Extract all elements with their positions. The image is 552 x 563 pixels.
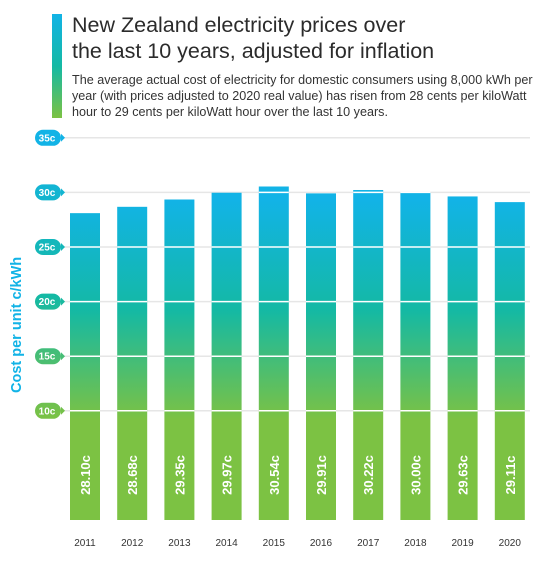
x-axis-labels: 2011 2012 2013 2014 2015 2016 2017 2018 2019 2020 bbox=[74, 538, 521, 549]
bar-2019: 29.63c bbox=[447, 196, 478, 520]
x-tick-label: 2014 bbox=[215, 538, 238, 549]
y-tick-pointer-25 bbox=[61, 243, 65, 251]
x-tick-label: 2013 bbox=[168, 538, 191, 549]
bar-rect bbox=[258, 186, 289, 520]
y-tick-label: 30c bbox=[39, 188, 56, 199]
y-tick-pointer-20 bbox=[61, 297, 65, 306]
y-tick-pointer-30 bbox=[61, 188, 65, 197]
bars: 28.10c 28.68c 29.35c 29.97c 30.54c 29.91c 30.2… bbox=[70, 186, 525, 521]
y-axis-ticks: 10c 15c 20c 25c 30c 35c bbox=[35, 129, 65, 419]
bar-value-label: 29.91c bbox=[314, 455, 329, 495]
bar-2014: 29.97c bbox=[211, 192, 242, 520]
y-tick-pill-20 bbox=[35, 293, 61, 310]
y-tick-label: 10c bbox=[39, 406, 56, 417]
chart-title-line-2: the last 10 years, adjusted for inflatio… bbox=[72, 39, 435, 63]
chart-title-line-1: New Zealand electricity prices over bbox=[72, 13, 406, 37]
title-accent-bar bbox=[52, 14, 62, 118]
y-tick-label: 25c bbox=[39, 243, 56, 254]
x-tick-label: 2017 bbox=[357, 538, 380, 549]
bar-value-label: 30.54c bbox=[267, 455, 282, 495]
x-tick-label: 2016 bbox=[310, 538, 333, 549]
bar-value-label: 28.10c bbox=[78, 455, 93, 495]
chart-title: New Zealand electricity prices over the … bbox=[72, 12, 542, 64]
y-tick-pill-35 bbox=[35, 129, 61, 146]
y-tick-30: 30c bbox=[35, 184, 65, 201]
bar-2015: 30.54c bbox=[258, 186, 289, 520]
y-tick-pill-15 bbox=[35, 348, 61, 365]
y-tick-25: 25c bbox=[35, 239, 65, 255]
x-tick-label: 2018 bbox=[404, 538, 427, 549]
x-tick-label: 2015 bbox=[263, 538, 286, 549]
bar-value-label: 30.00c bbox=[408, 455, 423, 495]
bar-2013: 29.35c bbox=[164, 199, 195, 521]
y-tick-pointer-15 bbox=[61, 352, 65, 361]
bar-rect bbox=[70, 213, 100, 520]
y-tick-label: 20c bbox=[39, 297, 56, 308]
x-tick-label: 2019 bbox=[451, 538, 474, 549]
bar-rect bbox=[164, 199, 195, 521]
y-tick-35: 35c bbox=[35, 129, 65, 146]
chart-subtitle: The average actual cost of electricity f… bbox=[72, 73, 533, 119]
y-tick-label: 35c bbox=[39, 133, 56, 144]
y-tick-pill-10 bbox=[35, 402, 61, 419]
bar-value-label: 29.11c bbox=[503, 455, 518, 494]
bar-value-label: 29.63c bbox=[456, 455, 471, 495]
y-tick-pill-30 bbox=[35, 184, 61, 201]
x-tick-label: 2012 bbox=[121, 538, 144, 549]
y-tick-pointer-35 bbox=[61, 133, 65, 142]
bar-rect bbox=[353, 189, 384, 520]
x-tick-label: 2011 bbox=[74, 538, 96, 549]
bar-rect bbox=[447, 196, 478, 520]
bar-2018: 30.00c bbox=[400, 191, 431, 520]
y-tick-10: 10c bbox=[35, 402, 65, 419]
bar-2012: 28.68c bbox=[117, 206, 148, 521]
bar-2016: 29.91c bbox=[306, 193, 336, 520]
bar-value-label: 29.35c bbox=[172, 455, 187, 495]
bar-2020: 29.11c bbox=[494, 202, 525, 520]
bar-value-label: 30.22c bbox=[361, 455, 376, 495]
x-tick-label: 2020 bbox=[499, 538, 522, 549]
y-tick-pointer-10 bbox=[61, 406, 65, 415]
bar-rect bbox=[117, 206, 148, 521]
bar-value-label: 28.68c bbox=[125, 455, 140, 495]
bar-value-label: 29.97c bbox=[220, 455, 235, 495]
y-tick-pill-25 bbox=[35, 239, 61, 255]
bar-2017: 30.22c bbox=[353, 189, 384, 520]
y-tick-label: 15c bbox=[39, 352, 56, 363]
bar-2011: 28.10c bbox=[70, 213, 100, 520]
bar-rect bbox=[494, 202, 525, 520]
y-tick-20: 20c bbox=[35, 293, 65, 310]
y-tick-15: 15c bbox=[35, 348, 65, 365]
